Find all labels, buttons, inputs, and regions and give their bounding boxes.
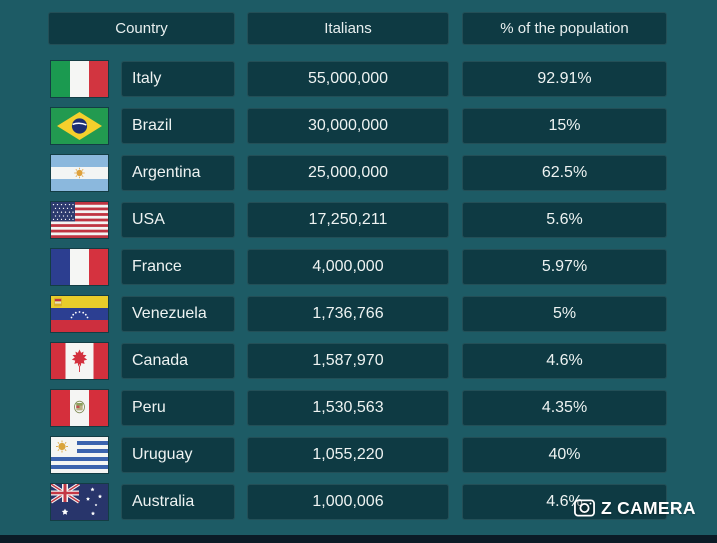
country-cell: USA bbox=[121, 202, 235, 238]
country-cell: Australia bbox=[121, 484, 235, 520]
table-row: Italy 55,000,000 92.91% bbox=[0, 61, 717, 97]
italians-cell: 1,055,220 bbox=[247, 437, 449, 473]
italians-cell: 1,530,563 bbox=[247, 390, 449, 426]
italians-cell: 1,587,970 bbox=[247, 343, 449, 379]
table-row: Brazil 30,000,000 15% bbox=[0, 108, 717, 144]
table-row: Venezuela 1,736,766 5% bbox=[0, 296, 717, 332]
table-row: Argentina 25,000,000 62.5% bbox=[0, 155, 717, 191]
country-cell: Uruguay bbox=[121, 437, 235, 473]
australia-flag-icon bbox=[51, 484, 108, 520]
country-cell: Peru bbox=[121, 390, 235, 426]
france-flag-icon bbox=[51, 249, 108, 285]
usa-flag-icon bbox=[51, 202, 108, 238]
column-header-country: Country bbox=[48, 12, 235, 45]
percent-cell: 5.97% bbox=[462, 249, 667, 285]
country-cell: Canada bbox=[121, 343, 235, 379]
country-cell: Brazil bbox=[121, 108, 235, 144]
italians-cell: 55,000,000 bbox=[247, 61, 449, 97]
italians-cell: 30,000,000 bbox=[247, 108, 449, 144]
argentina-flag-icon bbox=[51, 155, 108, 191]
country-cell: Italy bbox=[121, 61, 235, 97]
italians-cell: 25,000,000 bbox=[247, 155, 449, 191]
column-header-italians: Italians bbox=[247, 12, 449, 45]
country-cell: France bbox=[121, 249, 235, 285]
table-row: Canada 1,587,970 4.6% bbox=[0, 343, 717, 379]
table-row: Peru 1,530,563 4.35% bbox=[0, 390, 717, 426]
percent-cell: 4.6% bbox=[462, 343, 667, 379]
table-row: USA 17,250,211 5.6% bbox=[0, 202, 717, 238]
percent-cell: 4.35% bbox=[462, 390, 667, 426]
italians-cell: 1,000,006 bbox=[247, 484, 449, 520]
uruguay-flag-icon bbox=[51, 437, 108, 473]
percent-cell: 5.6% bbox=[462, 202, 667, 238]
italians-cell: 1,736,766 bbox=[247, 296, 449, 332]
percent-cell: 40% bbox=[462, 437, 667, 473]
column-header-percent: % of the population bbox=[462, 12, 667, 45]
percent-cell: 15% bbox=[462, 108, 667, 144]
table-row: France 4,000,000 5.97% bbox=[0, 249, 717, 285]
percent-cell: 62.5% bbox=[462, 155, 667, 191]
brazil-flag-icon bbox=[51, 108, 108, 144]
percent-cell: 4.6% bbox=[462, 484, 667, 520]
venezuela-flag-icon bbox=[51, 296, 108, 332]
peru-flag-icon bbox=[51, 390, 108, 426]
italians-cell: 17,250,211 bbox=[247, 202, 449, 238]
camera-icon bbox=[574, 499, 595, 517]
watermark-label: Z CAMERA bbox=[601, 497, 696, 518]
italy-flag-icon bbox=[51, 61, 108, 97]
table-row: Uruguay 1,055,220 40% bbox=[0, 437, 717, 473]
percent-cell: 92.91% bbox=[462, 61, 667, 97]
country-cell: Venezuela bbox=[121, 296, 235, 332]
canada-flag-icon bbox=[51, 343, 108, 379]
percent-cell: 5% bbox=[462, 296, 667, 332]
bottom-letterbox-bar bbox=[0, 535, 717, 543]
country-cell: Argentina bbox=[121, 155, 235, 191]
table-row: Australia 1,000,006 4.6% bbox=[0, 484, 717, 520]
italians-cell: 4,000,000 bbox=[247, 249, 449, 285]
z-camera-watermark: Z CAMERA bbox=[574, 494, 696, 522]
